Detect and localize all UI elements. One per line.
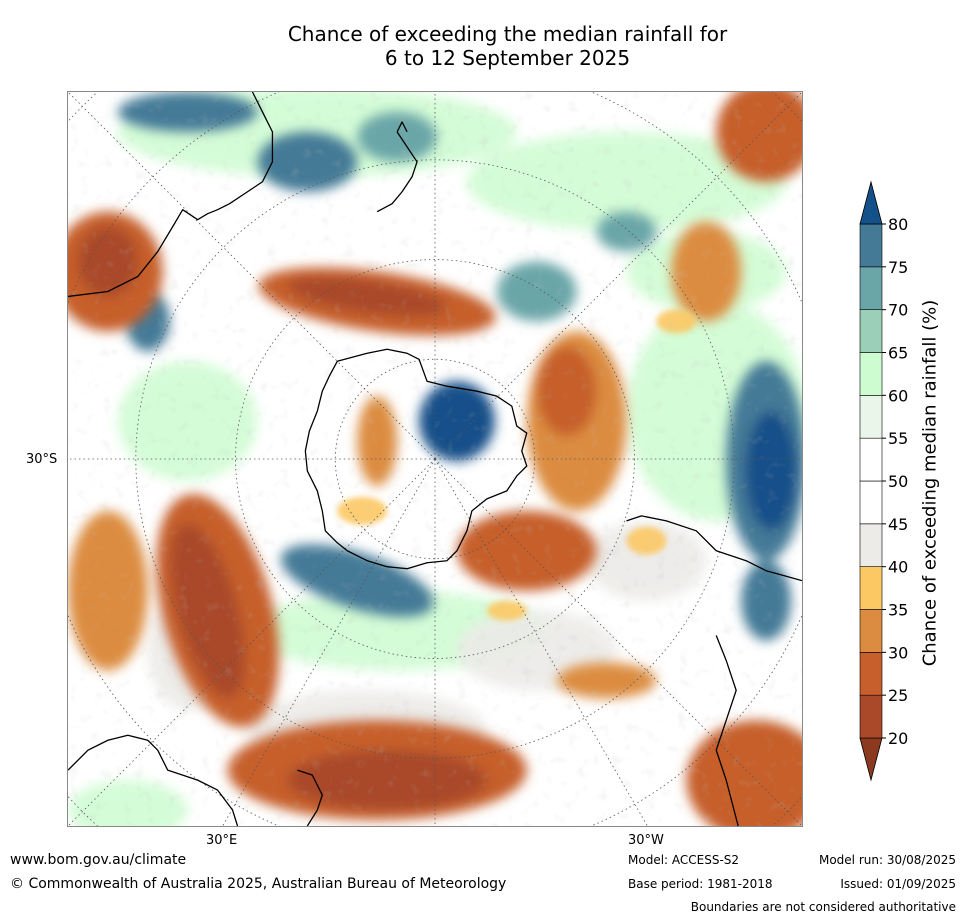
colorbar-segment (859, 352, 883, 396)
colorbar-segment (859, 480, 883, 525)
colorbar-segment (859, 566, 883, 610)
colorbar-tick-label: 20 (888, 729, 908, 748)
colorbar-segment (859, 609, 883, 653)
colorbar-segment (859, 523, 883, 567)
issued-text: Issued: 01/09/2025 (840, 877, 956, 891)
graticule (68, 92, 802, 826)
colorbar-segment (859, 437, 883, 482)
colorbar: 20 25 30 35 40 45 50 55 60 65 70 75 80 (859, 180, 908, 782)
colorbar-segments (859, 180, 883, 782)
colorbar-extend-high (859, 180, 883, 225)
model-run-text: Model run: 30/08/2025 (818, 853, 956, 867)
lon-label-30e: 30°E (206, 833, 238, 848)
colorbar-tick-label: 70 (888, 301, 908, 320)
australia-coast (68, 92, 274, 298)
madagascar-coast (297, 769, 323, 826)
rainfall-map (67, 91, 803, 827)
site-url[interactable]: www.bom.gov.au/climate (10, 852, 187, 868)
title-line-2: 6 to 12 September 2025 (384, 46, 631, 70)
colorbar-segment (859, 223, 883, 268)
colorbar-segment (859, 309, 883, 353)
model-text: Model: ACCESS-S2 (628, 853, 740, 867)
colorbar-tick-label: 55 (888, 429, 908, 448)
colorbar-tick-label: 45 (888, 515, 908, 534)
colorbar-title: Chance of exceeding median rainfall (%) (919, 299, 941, 667)
colorbar-tick-label: 80 (888, 215, 908, 234)
colorbar-tick-label: 25 (888, 686, 908, 705)
map-title: Chance of exceeding the median rainfall … (200, 22, 815, 70)
colorbar-tick-label: 65 (888, 344, 908, 363)
colorbar-extend-low (859, 737, 883, 782)
colorbar-segment (859, 694, 883, 739)
colorbar-tick-label: 75 (888, 258, 908, 277)
colorbar-segment (859, 652, 883, 696)
colorbar-tick-label: 50 (888, 472, 908, 491)
lat-label-30s: 30°S (26, 452, 58, 467)
colorbar-tick-label: 40 (888, 558, 908, 577)
new-zealand-coast (376, 121, 418, 213)
colorbar-ticks: 20 25 30 35 40 45 50 55 60 65 70 75 80 (882, 215, 908, 748)
colorbar-segment (859, 266, 883, 310)
title-line-1: Chance of exceeding the median rainfall … (287, 22, 728, 46)
colorbar-tick-label: 30 (888, 643, 908, 662)
africa-coast (68, 734, 239, 826)
antarctica-coast (304, 348, 528, 570)
south-america-coast (626, 515, 802, 826)
disclaimer-text: Boundaries are not considered authoritat… (690, 900, 956, 914)
base-period-text: Base period: 1981-2018 (628, 877, 773, 891)
colorbar-tick-label: 60 (888, 386, 908, 405)
coastlines (68, 92, 802, 826)
colorbar-tick-label: 35 (888, 601, 908, 620)
copyright-text: © Commonwealth of Australia 2025, Austra… (10, 876, 507, 892)
colorbar-segment (859, 395, 883, 439)
lon-label-30w: 30°W (628, 833, 664, 848)
